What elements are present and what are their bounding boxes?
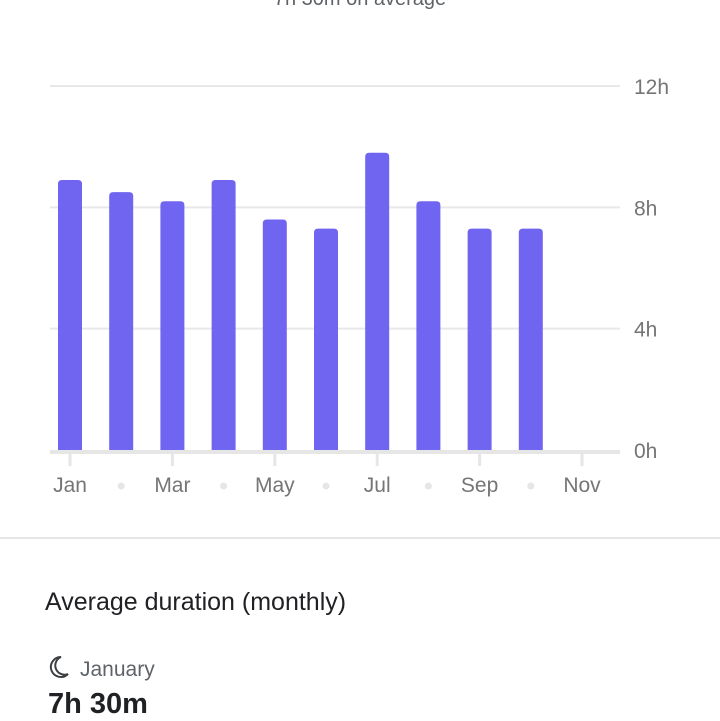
x-tick-dot [424, 482, 432, 490]
x-tick-dot [220, 482, 228, 490]
bar-jan [58, 180, 82, 451]
bar-mar [160, 201, 185, 450]
bar-oct [518, 228, 543, 450]
x-tick-dot [322, 482, 330, 490]
x-tick-label: Mar [154, 474, 190, 497]
y-tick-label: 12h [634, 76, 669, 99]
y-tick-label: 4h [634, 319, 657, 342]
selected-month-label: January [80, 658, 155, 681]
y-tick-label: 0h [634, 440, 657, 463]
section-title: Average duration (monthly) [45, 588, 347, 616]
bar-aug [416, 201, 441, 450]
bar-sep [467, 228, 492, 450]
bar-apr [211, 180, 236, 451]
selected-month-row: January [48, 655, 155, 685]
bar-jul [365, 152, 390, 450]
monthly-sleep-bar-chart: 0h 4h 8h 12h Jan Mar May Jul Sep Nov [50, 76, 669, 497]
average-subtitle: 7h 30m on average [0, 0, 720, 11]
x-tick-dot [527, 482, 535, 490]
x-tick-label: May [255, 474, 295, 497]
x-tick-label: Jan [53, 474, 87, 497]
x-tick-label: Jul [364, 474, 391, 497]
x-tick-dot [117, 482, 125, 490]
y-tick-label: 8h [634, 197, 657, 220]
bar-jun [314, 228, 338, 450]
divider [0, 537, 720, 539]
bar-feb [109, 192, 134, 450]
x-tick-label: Nov [563, 474, 601, 497]
selected-month-value: 7h 30m [48, 688, 148, 720]
x-tick-label: Sep [461, 474, 498, 497]
moon-icon [48, 655, 70, 685]
bar-may [262, 219, 287, 450]
